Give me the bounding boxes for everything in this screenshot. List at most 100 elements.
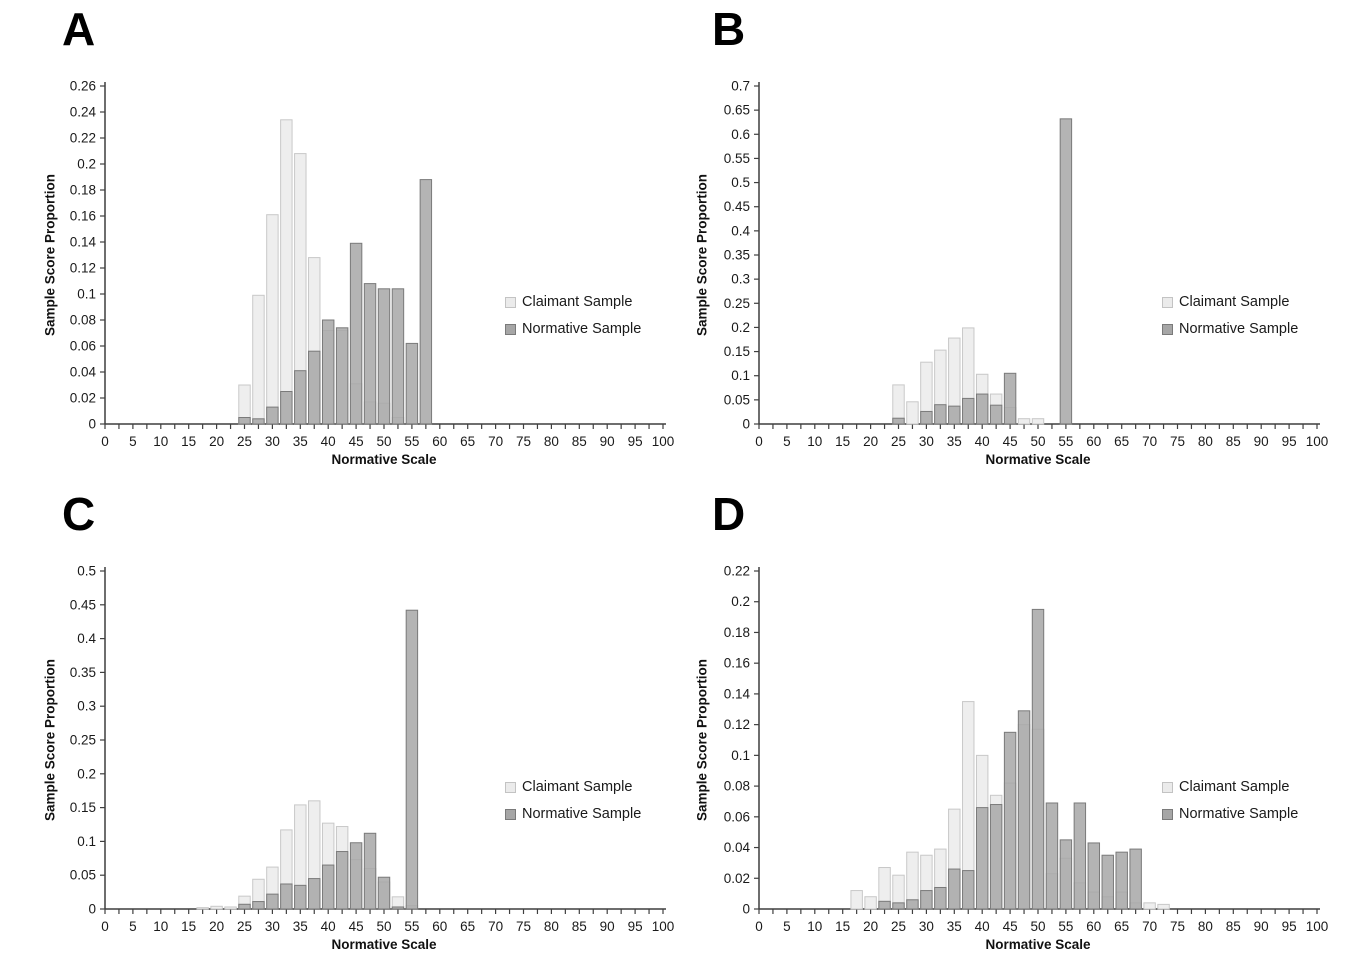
claimant-bar [280, 119, 293, 425]
y-tick-label: 0.5 [731, 175, 750, 190]
y-tick-label: 0.55 [724, 151, 750, 166]
normative-bar [335, 851, 349, 910]
normative-bar [948, 405, 961, 425]
claimant-legend-swatch [1162, 296, 1173, 308]
normative-bar [920, 410, 933, 425]
y-tick-label: 0.1 [77, 834, 96, 849]
panel-d: D Sample Score Proportion 0 0.02 0.04 0.06 0… [679, 485, 1357, 953]
normative-bar [266, 406, 279, 425]
x-tick-label: 60 [1086, 919, 1101, 934]
legend-item-normative: Normative Sample [505, 806, 641, 822]
claimant-bar [266, 214, 279, 425]
x-tick-label: 5 [783, 919, 791, 934]
claimant-bar [224, 906, 237, 910]
x-tick-label: 60 [432, 434, 447, 449]
x-tick-label: 40 [321, 434, 336, 449]
x-tick-label: 95 [628, 919, 643, 934]
x-tick-label: 85 [1226, 919, 1241, 934]
x-tick-label: 35 [293, 434, 308, 449]
x-tick-label: 30 [919, 919, 934, 934]
x-tick-label: 70 [488, 434, 503, 449]
legend-item-normative: Normative Sample [1162, 321, 1298, 337]
x-tick-label: 55 [1058, 919, 1073, 934]
x-tick-label: 75 [1170, 919, 1185, 934]
y-tick-label: 0.04 [724, 840, 751, 855]
y-tick-label: 0.15 [70, 800, 96, 815]
y-tick-label: 0.06 [70, 339, 96, 354]
normative-legend-swatch [505, 323, 516, 335]
normative-bar [294, 370, 307, 425]
normative-bar [405, 609, 419, 910]
panel-d-plot: 0 0.02 0.04 0.06 0.08 0.1 0.12 0.14 0.16 0.18 0.2 0… [724, 564, 1329, 935]
normative-bar [280, 883, 293, 910]
y-tick-label: 0.45 [724, 199, 750, 214]
x-tick-label: 80 [544, 434, 559, 449]
y-tick-label: 0.5 [77, 564, 96, 579]
x-tick-label: 100 [1306, 434, 1329, 449]
normative-bar [377, 288, 391, 425]
y-tick-label: 0.2 [77, 157, 96, 172]
normative-bar [321, 319, 335, 425]
y-tick-label: 0.18 [724, 625, 750, 640]
x-tick-label: 35 [947, 919, 962, 934]
x-tick-label: 30 [265, 919, 280, 934]
x-tick-label: 20 [863, 434, 878, 449]
x-tick-label: 65 [1114, 919, 1129, 934]
y-tick-label: 0.05 [70, 868, 96, 883]
normative-bar [308, 878, 321, 910]
panel-b-letter: B [712, 3, 745, 55]
x-tick-label: 95 [1282, 919, 1297, 934]
y-tick-label: 0.25 [724, 296, 750, 311]
x-tick-label: 45 [1003, 919, 1018, 934]
x-tick-label: 70 [1142, 434, 1157, 449]
y-tick-label: 0.25 [70, 733, 96, 748]
x-tick-label: 95 [628, 434, 643, 449]
x-tick-label: 55 [404, 434, 419, 449]
panel-b-x-axis-title: Normative Scale [985, 452, 1091, 467]
claimant-bar [850, 890, 863, 910]
y-tick-label: 0.2 [77, 766, 96, 781]
normative-bar [321, 864, 335, 910]
normative-bar [391, 288, 405, 425]
normative-bar [294, 884, 307, 910]
y-tick-label: 0.18 [70, 183, 96, 198]
x-tick-label: 25 [237, 919, 252, 934]
y-tick-label: 0.1 [731, 368, 750, 383]
x-tick-label: 50 [376, 919, 391, 934]
x-tick-label: 45 [1003, 434, 1018, 449]
normative-bar [975, 807, 989, 910]
x-tick-label: 80 [544, 919, 559, 934]
y-tick-label: 0 [88, 902, 96, 917]
panel-b-legend: Claimant Sample Normative Sample [1162, 294, 1298, 337]
x-tick-label: 100 [1306, 919, 1329, 934]
panel-b: B Sample Score Proportion 0 0.05 0.1 0.15 0.… [679, 0, 1357, 485]
claimant-legend-label: Claimant Sample [1179, 779, 1290, 795]
y-tick-label: 0.7 [731, 79, 750, 94]
normative-bar [906, 899, 919, 910]
panel-d-legend: Claimant Sample Normative Sample [1162, 779, 1298, 822]
y-tick-label: 0.4 [77, 631, 96, 646]
claimant-legend-swatch [1162, 781, 1173, 793]
normative-bar [349, 242, 363, 425]
x-tick-label: 20 [209, 919, 224, 934]
y-tick-label: 0 [742, 417, 750, 432]
y-tick-label: 0.3 [77, 699, 96, 714]
x-tick-label: 75 [516, 434, 531, 449]
normative-legend-label: Normative Sample [522, 806, 642, 822]
normative-bar [1115, 851, 1128, 910]
panel-a-x-axis-title: Normative Scale [331, 452, 437, 467]
y-tick-label: 0 [88, 417, 96, 432]
panel-c: C Sample Score Proportion 0 0.05 0.1 0.15 0.… [0, 485, 679, 953]
y-tick-label: 0.12 [724, 717, 750, 732]
x-tick-label: 90 [1254, 919, 1269, 934]
normative-bar [419, 179, 433, 425]
normative-bar [975, 393, 989, 425]
normative-bar [1059, 118, 1073, 425]
normative-bar [363, 832, 377, 910]
y-tick-label: 0.12 [70, 261, 96, 276]
claimant-legend-swatch [505, 781, 516, 793]
x-tick-label: 70 [488, 919, 503, 934]
x-tick-label: 10 [807, 919, 822, 934]
claimant-bar [1031, 418, 1045, 425]
y-tick-label: 0.16 [70, 209, 96, 224]
